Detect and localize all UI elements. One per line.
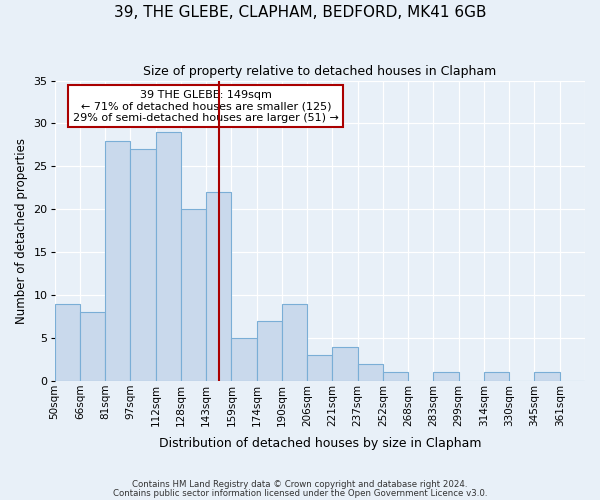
Bar [206, 192, 232, 381]
Text: Contains HM Land Registry data © Crown copyright and database right 2024.: Contains HM Land Registry data © Crown c… [132, 480, 468, 489]
Bar [130, 149, 155, 381]
Bar [55, 304, 80, 381]
Text: 39 THE GLEBE: 149sqm
← 71% of detached houses are smaller (125)
29% of semi-deta: 39 THE GLEBE: 149sqm ← 71% of detached h… [73, 90, 339, 123]
Title: Size of property relative to detached houses in Clapham: Size of property relative to detached ho… [143, 65, 496, 78]
Bar [358, 364, 383, 381]
X-axis label: Distribution of detached houses by size in Clapham: Distribution of detached houses by size … [158, 437, 481, 450]
Bar [383, 372, 408, 381]
Bar [181, 210, 206, 381]
Bar [433, 372, 459, 381]
Bar [484, 372, 509, 381]
Bar [232, 338, 257, 381]
Bar [282, 304, 307, 381]
Text: Contains public sector information licensed under the Open Government Licence v3: Contains public sector information licen… [113, 488, 487, 498]
Text: 39, THE GLEBE, CLAPHAM, BEDFORD, MK41 6GB: 39, THE GLEBE, CLAPHAM, BEDFORD, MK41 6G… [114, 5, 486, 20]
Bar [307, 355, 332, 381]
Bar [105, 140, 130, 381]
Bar [332, 346, 358, 381]
Bar [155, 132, 181, 381]
Bar [80, 312, 105, 381]
Bar [257, 321, 282, 381]
Y-axis label: Number of detached properties: Number of detached properties [15, 138, 28, 324]
Bar [535, 372, 560, 381]
